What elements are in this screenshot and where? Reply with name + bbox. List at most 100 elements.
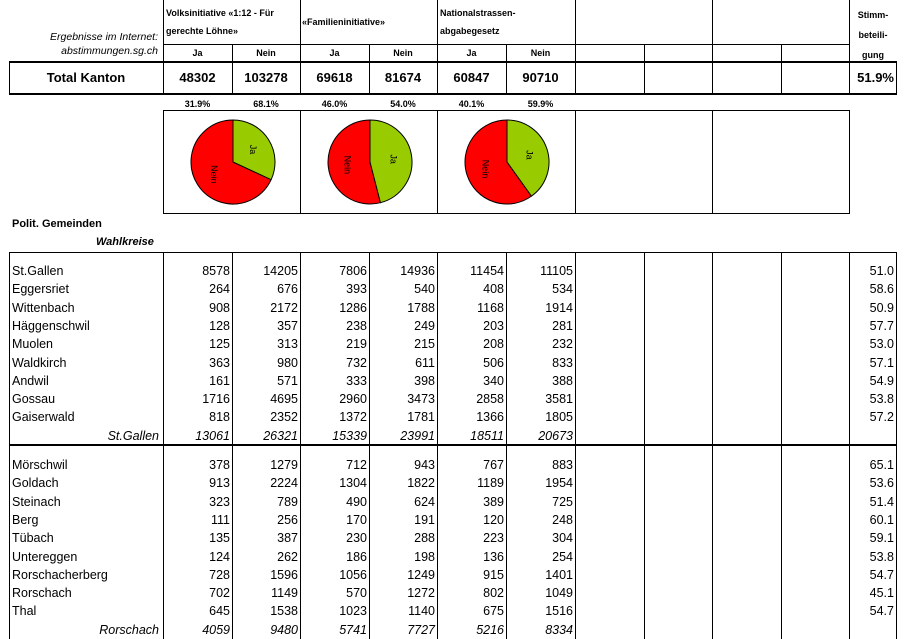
vote-count: 161 (209, 373, 230, 388)
turnout-value: 54.7 (869, 567, 894, 582)
vote-count: 915 (483, 567, 504, 582)
vote-count: 818 (209, 410, 230, 425)
vote-count: 1914 (545, 300, 573, 315)
vote-count: 281 (552, 318, 573, 333)
vote-count: 611 (415, 355, 435, 370)
vote-count: 1049 (545, 586, 573, 601)
total-label: Total Kanton (46, 70, 126, 85)
grid-line (896, 62, 897, 94)
vote-title-line: gerechte Löhne» (166, 26, 239, 36)
turnout-value: 53.6 (869, 476, 894, 491)
vote-count: 1366 (476, 410, 504, 425)
grid-line (849, 0, 850, 94)
vote-count: 256 (277, 512, 298, 527)
total-nein-3: 90710 (522, 70, 559, 85)
vote-count: 624 (414, 494, 435, 509)
district-subtotal-value: 26321 (263, 428, 298, 443)
vote-title-line: Nationalstrassen- (440, 8, 516, 18)
internet-note-line: Ergebnisse im Internet: (50, 31, 158, 43)
vote-count: 387 (277, 531, 298, 546)
nein-header: Nein (530, 48, 551, 58)
vote-count: 254 (552, 549, 573, 564)
vote-count: 378 (209, 458, 230, 472)
vote-count: 120 (483, 512, 504, 527)
vote-count: 304 (552, 531, 573, 546)
municipality-name: Eggersriet (12, 282, 69, 297)
turnout-value: 51.0 (869, 264, 894, 278)
district-subtotal-value: 4059 (202, 622, 230, 637)
vote-count: 248 (552, 512, 573, 527)
grid-line (712, 0, 713, 94)
pie-label-nein: Nein (481, 160, 491, 179)
municipality-name: Berg (12, 512, 39, 527)
pct-ja-3: 40.1% (458, 99, 485, 109)
grid-line (163, 44, 849, 45)
municipality-name: Steinach (12, 494, 61, 509)
district-subtotal-value: 13061 (195, 428, 230, 443)
vote-count: 1056 (339, 567, 367, 582)
vote-count: 1596 (270, 567, 298, 582)
grid-line (9, 444, 897, 446)
turnout-value: 65.1 (869, 458, 894, 472)
pie-label-nein: Nein (209, 165, 219, 184)
vote-count: 1822 (407, 476, 435, 491)
vote-count: 7806 (339, 264, 367, 278)
district-subtotal-value: 7727 (407, 622, 435, 637)
ja-header: Ja (192, 48, 203, 58)
grid-line (300, 0, 301, 94)
vote-count: 398 (414, 373, 435, 388)
grid-line (163, 0, 164, 94)
vote-count: 728 (209, 567, 230, 582)
grid-line (506, 44, 507, 94)
pct-ja-2: 46.0% (321, 99, 348, 109)
total-turnout: 51.9% (857, 70, 894, 85)
grid-line (712, 110, 713, 214)
grid-line (437, 0, 438, 94)
vote-count: 490 (346, 494, 367, 509)
turnout-value: 58.6 (869, 282, 894, 297)
municipality-name: Waldkirch (12, 355, 67, 370)
vote-count: 14205 (263, 264, 298, 278)
grid-line (369, 44, 370, 94)
vote-count: 191 (414, 512, 435, 527)
vote-count: 571 (277, 373, 298, 388)
grid-line (437, 110, 438, 214)
vote-count: 357 (277, 318, 298, 333)
vote-title-line: «Familieninitiative» (302, 17, 386, 27)
municipality-name: Goldach (12, 476, 59, 491)
vote-count: 389 (483, 494, 504, 509)
municipality-name: Gossau (12, 392, 56, 407)
vote-count: 506 (483, 355, 504, 370)
vote-count: 1716 (202, 392, 230, 407)
district-subtotal-value: 15339 (332, 428, 367, 443)
internet-link[interactable]: abstimmungen.sg.ch (61, 45, 158, 57)
ja-header: Ja (329, 48, 340, 58)
turnout-value: 59.1 (869, 531, 894, 546)
grid-line (300, 110, 301, 214)
grid-line (232, 44, 233, 94)
wahlkreise-label: Wahlkreise (96, 236, 154, 248)
vote-count: 540 (414, 282, 435, 297)
pct-nein-1: 68.1% (253, 99, 279, 109)
vote-count: 1249 (407, 567, 435, 582)
municipality-name: Rorschach (12, 586, 72, 601)
total-ja-1: 48302 (179, 70, 216, 85)
vote-count: 388 (552, 373, 573, 388)
vote-count: 323 (209, 494, 230, 509)
total-nein-1: 103278 (244, 70, 288, 85)
grid-line (849, 110, 850, 214)
turnout-value: 45.1 (869, 586, 894, 601)
vote-count: 170 (346, 512, 367, 527)
vote-count: 1304 (339, 476, 367, 491)
vote-count: 732 (346, 355, 367, 370)
vote-count: 363 (209, 355, 230, 370)
vote-count: 135 (209, 531, 230, 546)
turnout-value: 60.1 (869, 512, 894, 527)
vote-count: 570 (346, 586, 367, 601)
vote-count: 264 (209, 282, 230, 297)
total-ja-2: 69618 (316, 70, 353, 85)
vote-count: 249 (414, 318, 435, 333)
vote-title-1: Volksinitiative «1:12 - Für gerechte Löh… (166, 4, 274, 40)
total-nein-2: 81674 (384, 70, 422, 85)
turnout-value: 57.2 (869, 410, 894, 425)
